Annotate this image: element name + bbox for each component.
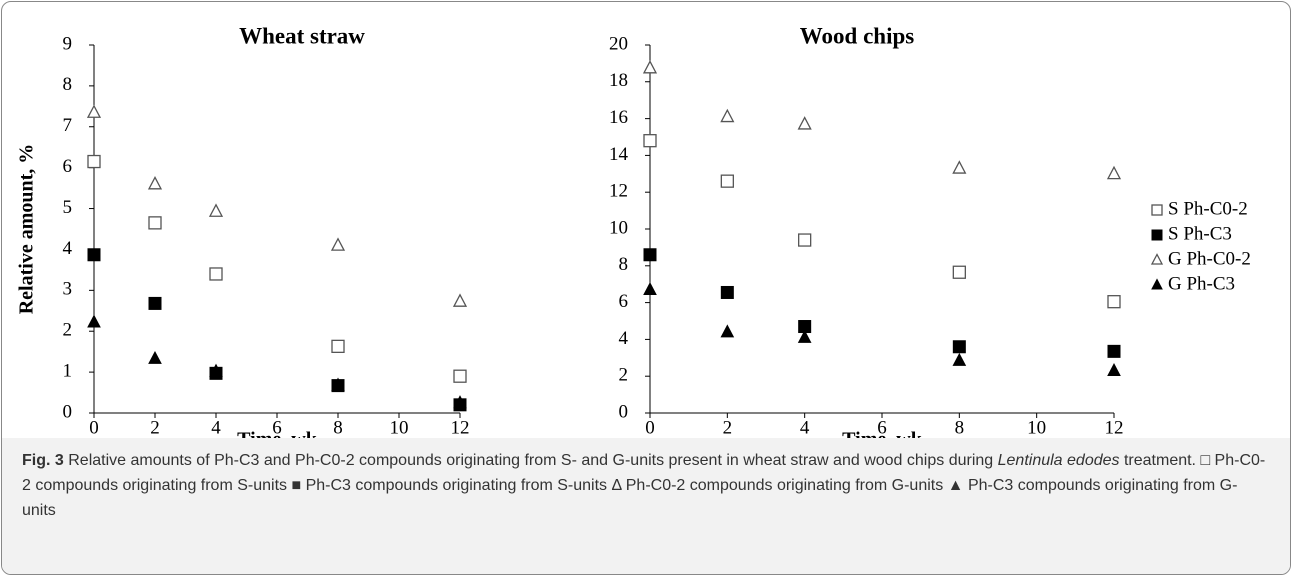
caption-label: Fig. 3 [22,452,64,469]
marker [209,267,223,281]
y-tick-label: 6 [619,291,629,312]
caption-text: Relative amounts of Ph-C3 and Ph-C0-2 co… [68,452,994,469]
y-tick-label: 14 [609,144,629,165]
marker [87,154,101,169]
marker [798,233,812,247]
marker [147,176,163,190]
y-tick-label: 5 [63,197,73,218]
legend-label: G Ph-C3 [1168,273,1235,294]
marker [952,265,966,279]
x-tick-label: 0 [89,417,99,438]
marker [1107,344,1121,358]
x-tick-label: 6 [272,417,282,438]
marker [148,296,162,310]
legend-label: G Ph-C0-2 [1168,248,1251,269]
legend-label: S Ph-C0-2 [1168,198,1248,219]
marker [720,174,734,188]
y-tick-label: 7 [63,115,73,136]
y-tick-label: 4 [63,238,73,259]
marker [643,134,657,148]
marker [1107,363,1121,376]
marker [331,377,345,391]
marker [952,340,966,354]
y-axis-label: Relative amount, % [16,144,38,315]
marker [1151,278,1163,290]
marker [148,350,162,364]
x-axis-label: Time, wk [237,429,318,438]
y-tick-label: 0 [619,401,629,422]
x-tick-label: 0 [645,417,655,438]
y-tick-label: 2 [619,365,629,386]
y-tick-label: 18 [609,70,628,91]
y-tick-label: 0 [63,401,73,422]
x-tick-label: 10 [1027,417,1046,438]
marker [1151,204,1163,216]
x-tick-label: 6 [877,417,887,438]
marker [797,116,812,130]
marker [642,60,658,74]
marker [720,324,735,338]
marker [453,369,467,383]
x-tick-label: 2 [723,417,733,438]
marker [797,329,812,343]
y-tick-label: 4 [619,328,629,349]
marker [331,339,345,354]
x-tick-label: 4 [800,417,810,438]
marker [720,285,734,299]
marker [643,248,657,262]
x-tick-label: 4 [211,417,221,438]
marker [952,352,967,366]
marker [720,108,735,123]
y-tick-label: 6 [63,156,73,177]
marker [87,248,101,262]
marker [452,293,468,307]
marker [330,237,346,251]
marker [148,216,162,230]
x-tick-label: 12 [1105,417,1124,438]
y-tick-label: 8 [619,254,629,275]
marker [209,363,223,377]
marker [86,104,102,118]
y-tick-label: 20 [609,33,628,54]
marker [208,203,224,217]
x-axis-label: Time, wk [842,429,923,438]
y-tick-label: 9 [63,33,73,54]
y-tick-label: 1 [63,360,73,381]
marker [1106,165,1122,180]
chart-title: Wheat straw [239,23,365,48]
x-tick-label: 10 [390,417,409,438]
legend-label: S Ph-C3 [1168,223,1232,244]
caption-species: Lentinula edodes [997,452,1120,469]
caption-text: treatment. □ Ph-C0-2 compounds originati… [22,452,1266,519]
y-tick-label: 8 [63,74,73,95]
marker [1107,295,1121,309]
y-tick-label: 16 [609,107,628,128]
y-tick-label: 12 [609,181,628,202]
marker [453,395,467,409]
marker [1151,229,1163,241]
caption: Fig. 3 Relative amounts of Ph-C3 and Ph-… [2,438,1290,574]
charts: Wheat straw Wood chips Time, wk Time, wk… [16,23,1251,438]
marker [1150,253,1164,265]
x-tick-label: 8 [333,417,343,438]
marker [643,282,657,296]
chart-title: Wood chips [800,23,914,48]
marker [952,160,967,174]
y-tick-label: 10 [609,217,628,238]
x-tick-label: 12 [451,417,470,438]
y-tick-label: 2 [63,320,73,341]
y-tick-label: 3 [63,279,73,300]
x-tick-label: 2 [150,417,160,438]
x-tick-label: 8 [955,417,965,438]
marker [87,314,101,328]
